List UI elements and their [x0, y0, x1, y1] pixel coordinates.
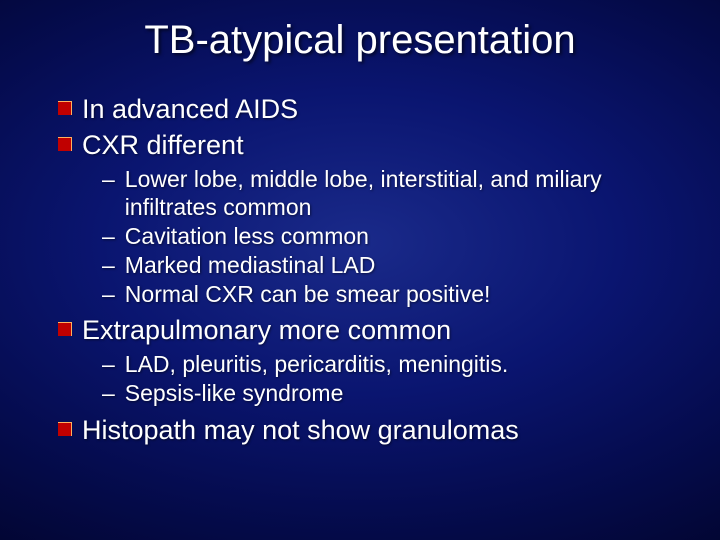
list-item: Extrapulmonary more common — [58, 314, 680, 348]
list-item: – Normal CXR can be smear positive! — [102, 280, 680, 309]
dash-bullet-icon: – — [102, 350, 115, 379]
list-item-text: Cavitation less common — [125, 222, 369, 251]
slide-content: In advanced AIDS CXR different – Lower l… — [0, 71, 720, 447]
list-item-text: Sepsis-like syndrome — [125, 379, 344, 408]
list-item-text: Histopath may not show granulomas — [82, 414, 519, 448]
list-item: – Cavitation less common — [102, 222, 680, 251]
list-item: – Sepsis-like syndrome — [102, 379, 680, 408]
list-item: In advanced AIDS — [58, 93, 680, 127]
square-bullet-icon — [58, 322, 72, 336]
square-bullet-icon — [58, 137, 72, 151]
list-item: – LAD, pleuritis, pericarditis, meningit… — [102, 350, 680, 379]
list-item: Histopath may not show granulomas — [58, 414, 680, 448]
dash-bullet-icon: – — [102, 165, 115, 194]
list-item: CXR different — [58, 129, 680, 163]
list-item-text: LAD, pleuritis, pericarditis, meningitis… — [125, 350, 508, 379]
dash-bullet-icon: – — [102, 379, 115, 408]
sublist: – Lower lobe, middle lobe, interstitial,… — [58, 165, 680, 309]
list-item-text: CXR different — [82, 129, 244, 163]
slide: TB-atypical presentation In advanced AID… — [0, 0, 720, 540]
list-item-text: Marked mediastinal LAD — [125, 251, 376, 280]
list-item: – Lower lobe, middle lobe, interstitial,… — [102, 165, 680, 223]
list-item-text: Normal CXR can be smear positive! — [125, 280, 491, 309]
slide-title: TB-atypical presentation — [0, 0, 720, 71]
dash-bullet-icon: – — [102, 280, 115, 309]
square-bullet-icon — [58, 101, 72, 115]
square-bullet-icon — [58, 422, 72, 436]
dash-bullet-icon: – — [102, 251, 115, 280]
list-item-text: In advanced AIDS — [82, 93, 298, 127]
sublist: – LAD, pleuritis, pericarditis, meningit… — [58, 350, 680, 408]
list-item-text: Lower lobe, middle lobe, interstitial, a… — [125, 165, 680, 223]
dash-bullet-icon: – — [102, 222, 115, 251]
list-item-text: Extrapulmonary more common — [82, 314, 451, 348]
list-item: – Marked mediastinal LAD — [102, 251, 680, 280]
